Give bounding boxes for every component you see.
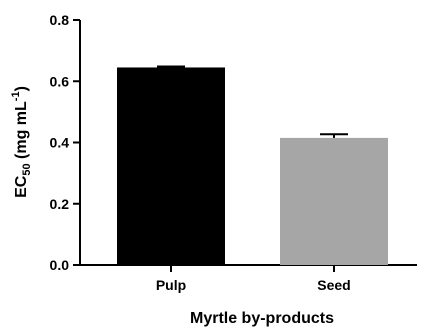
x-ticks: Pulp Seed <box>156 265 351 293</box>
y-tick-label: 0.0 <box>50 257 70 273</box>
y-axis-title-unit: (mg mL <box>13 101 30 163</box>
y-axis-title: EC50 (mg mL-1) <box>10 86 33 198</box>
x-axis-title: Myrtle by-products <box>190 310 334 327</box>
y-axis-title-main: EC <box>13 175 30 198</box>
y-ticks: 0.0 0.2 0.4 0.6 0.8 <box>50 12 80 273</box>
y-axis-title-subscript: 50 <box>21 163 33 175</box>
y-tick-label: 0.8 <box>50 12 70 28</box>
y-tick-label: 0.4 <box>50 135 70 151</box>
x-tick-label: Pulp <box>156 277 186 293</box>
y-axis-title-superscript: -1 <box>10 91 22 101</box>
y-tick-label: 0.6 <box>50 73 70 89</box>
bars <box>117 65 388 265</box>
y-axis-title-close: ) <box>13 86 30 91</box>
x-tick-label: Seed <box>317 277 350 293</box>
bar-pulp <box>117 67 225 265</box>
bar-seed <box>280 137 388 265</box>
y-tick-label: 0.2 <box>50 196 70 212</box>
